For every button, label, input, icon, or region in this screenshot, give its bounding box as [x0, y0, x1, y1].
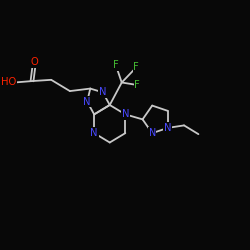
Text: N: N	[122, 110, 129, 120]
Text: O: O	[30, 57, 38, 67]
Text: N: N	[148, 128, 156, 138]
Text: F: F	[133, 62, 139, 72]
Text: N: N	[90, 128, 98, 138]
Text: N: N	[99, 87, 106, 97]
Text: F: F	[113, 60, 118, 70]
Text: F: F	[134, 80, 140, 90]
Text: HO: HO	[1, 77, 16, 87]
Text: N: N	[164, 123, 172, 133]
Text: N: N	[84, 97, 91, 107]
